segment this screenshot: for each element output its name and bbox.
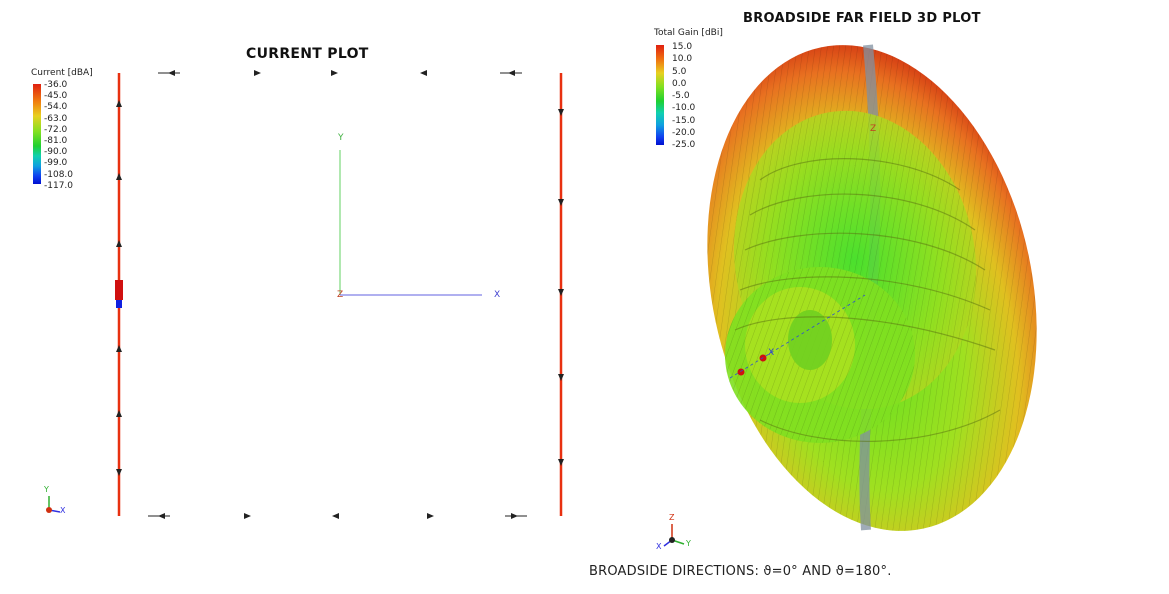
current-colorbar-title: Current [dBA] [31, 68, 93, 78]
ff-axis-z-label: Z [870, 124, 877, 134]
axis-x-label: X [494, 290, 501, 300]
gain-tick: 0.0 [672, 78, 687, 89]
gain-colorbar [656, 45, 664, 145]
ff-axis-x-label: X [768, 348, 775, 358]
current-tick: -54.0 [44, 102, 68, 113]
triad-y-label: Y [44, 485, 49, 494]
current-arrows [116, 70, 564, 519]
current-tick: -99.0 [44, 158, 68, 169]
current-tick: -108.0 [44, 169, 74, 180]
gain-colorbar-ticks: 15.0 10.0 5.0 0.0 -5.0 -10.0 -15.0 -20.0… [672, 41, 695, 152]
far-field-title: BROADSIDE FAR FIELD 3D PLOT [743, 11, 981, 26]
ff-triad-y-label: Y [686, 539, 691, 548]
triad-x-label: X [60, 506, 66, 515]
gain-tick: -5.0 [672, 91, 690, 102]
gain-tick: -15.0 [672, 115, 696, 126]
ff-triad-z-label: Z [669, 513, 675, 522]
ff-triad-x-label: X [656, 542, 662, 551]
current-tick: -81.0 [44, 135, 68, 146]
gain-tick: 10.0 [672, 54, 693, 65]
current-plot-title: CURRENT PLOT [246, 46, 369, 62]
feed-port [115, 280, 123, 300]
center-axes [339, 150, 482, 296]
gain-tick: 15.0 [672, 42, 693, 52]
loop-antenna [115, 70, 564, 519]
gain-tick: -10.0 [672, 103, 696, 114]
broadside-caption: BROADSIDE DIRECTIONS: ϑ=0° AND ϑ=180°. [589, 564, 892, 579]
gain-tick: 5.0 [672, 66, 687, 77]
axis-z-label: Z [337, 290, 344, 300]
gain-tick: -20.0 [672, 128, 696, 139]
current-colorbar [33, 84, 41, 184]
gain-colorbar-title: Total Gain [dBi] [654, 28, 723, 38]
current-tick: -90.0 [44, 147, 68, 158]
feed-port-base [116, 300, 122, 308]
current-tick: -117.0 [44, 180, 74, 191]
current-tick: -45.0 [44, 91, 68, 102]
far-field-pattern [707, 44, 1037, 531]
current-corner-triad [46, 496, 61, 513]
far-field-corner-triad [663, 524, 685, 547]
gain-tick: -25.0 [672, 140, 696, 151]
current-colorbar-ticks: -36.0 -45.0 -54.0 -63.0 -72.0 -81.0 -90.… [44, 80, 73, 192]
current-tick: -72.0 [44, 124, 68, 135]
current-tick: -63.0 [44, 113, 68, 124]
current-tick: -36.0 [44, 80, 68, 90]
axis-y-label: Y [338, 133, 344, 143]
